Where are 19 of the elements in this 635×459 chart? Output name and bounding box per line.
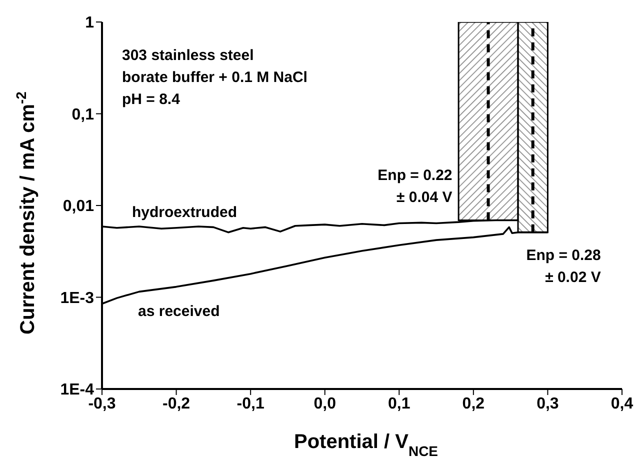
- y-tick-label: 0,1: [72, 106, 94, 124]
- x-tick-label: 0,1: [388, 395, 410, 412]
- x-tick-label: 0,2: [462, 395, 485, 412]
- y-tick-label: 1: [85, 14, 94, 32]
- x-tick-label: 0,3: [536, 395, 559, 412]
- annotation: borate buffer + 0.1 M NaCl: [122, 69, 308, 86]
- annotation: pH = 8.4: [122, 91, 181, 108]
- x-axis-title: Potential / V$_{NCE}$: [294, 431, 438, 459]
- x-tick-label: 0,0: [314, 395, 336, 412]
- annotation: 303 stainless steel: [122, 47, 254, 64]
- x-tick-label: -0,2: [162, 395, 190, 412]
- series-label: as received: [138, 303, 220, 320]
- ref-line-label: Enp = 0.28 ± 0.02 V: [526, 247, 601, 286]
- y-tick-label: 1E-3: [60, 290, 94, 307]
- ref-line-label: Enp = 0.22 ± 0.04 V: [378, 167, 452, 206]
- x-tick-label: -0,1: [236, 395, 264, 412]
- x-tick-label: 0,4: [610, 395, 634, 412]
- y-tick-label: 0,01: [62, 198, 94, 216]
- series-label: hydroextruded: [132, 204, 238, 221]
